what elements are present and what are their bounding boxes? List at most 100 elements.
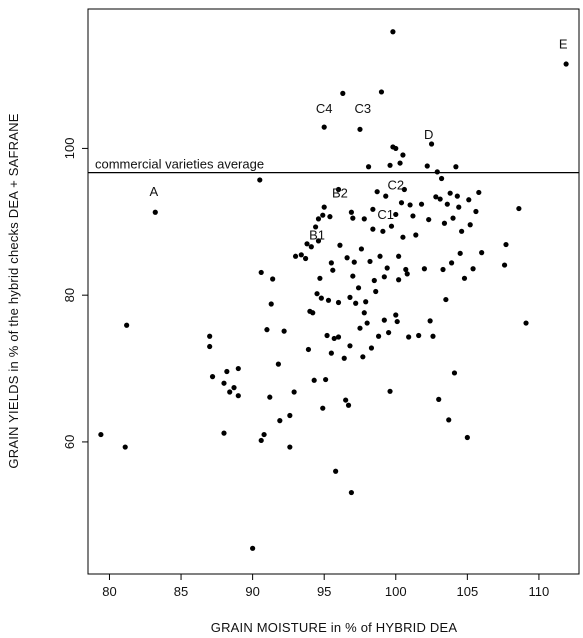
data-point — [384, 265, 390, 271]
data-point — [258, 269, 264, 276]
data-point — [350, 273, 356, 279]
data-point — [368, 345, 375, 351]
data-point — [207, 333, 213, 339]
data-point — [207, 343, 213, 350]
data-point — [122, 444, 128, 450]
data-point — [227, 389, 233, 395]
data-point — [464, 434, 470, 441]
data-point — [448, 260, 455, 266]
data-point — [398, 200, 405, 206]
data-point — [387, 388, 393, 394]
data-point — [270, 276, 276, 282]
data-point — [347, 343, 353, 349]
data-point — [335, 334, 342, 340]
data-point — [426, 216, 432, 223]
data-point — [315, 238, 322, 244]
data-point — [401, 186, 407, 193]
data-point — [563, 61, 569, 67]
data-point — [304, 241, 310, 247]
data-point — [370, 226, 376, 232]
data-point — [335, 186, 342, 193]
data-point — [268, 301, 274, 307]
data-point — [447, 190, 453, 196]
plot-frame — [87, 8, 580, 575]
data-point — [341, 355, 347, 361]
x-tick-label: 105 — [456, 584, 478, 599]
data-point — [325, 297, 332, 303]
data-point — [330, 267, 336, 273]
data-point — [335, 299, 342, 306]
data-point — [454, 193, 460, 199]
data-point — [473, 208, 479, 215]
data-point — [221, 430, 227, 436]
data-point — [152, 209, 158, 215]
data-point — [258, 437, 264, 444]
point-label: C2 — [387, 178, 404, 193]
data-point — [311, 377, 317, 383]
data-point — [310, 310, 316, 316]
data-point — [467, 222, 473, 228]
data-point — [390, 29, 396, 35]
point-label: C1 — [377, 207, 394, 222]
data-point — [298, 252, 304, 258]
data-point — [235, 393, 241, 399]
data-point — [275, 361, 281, 367]
data-point — [321, 204, 327, 210]
data-point — [421, 266, 427, 272]
data-point — [451, 370, 458, 376]
x-axis: 80 85 90 95 100 105 110 — [102, 574, 549, 599]
data-point — [523, 320, 529, 326]
point-label: C3 — [355, 101, 372, 116]
data-point — [410, 213, 416, 219]
data-point — [430, 333, 436, 339]
data-point — [281, 328, 287, 334]
data-point — [361, 310, 367, 316]
data-point — [516, 205, 522, 212]
data-point — [461, 275, 468, 281]
data-point — [287, 444, 293, 450]
x-tick-label: 85 — [174, 584, 188, 599]
data-point — [343, 397, 349, 403]
point-label: B1 — [309, 227, 325, 242]
point-label: A — [150, 184, 159, 199]
data-point — [503, 241, 509, 248]
data-point — [308, 244, 314, 250]
x-tick-label: 110 — [529, 584, 550, 599]
data-point — [400, 152, 406, 158]
data-point — [397, 160, 403, 166]
point-label: D — [424, 127, 433, 142]
data-point — [350, 215, 356, 221]
data-point — [351, 259, 357, 265]
data-point — [363, 299, 369, 305]
data-point — [446, 417, 452, 423]
data-point — [418, 201, 425, 207]
y-axis: 60 80 100 — [62, 138, 88, 449]
data-point — [320, 405, 326, 411]
data-point — [317, 275, 323, 281]
data-point — [400, 234, 406, 240]
data-point — [375, 333, 382, 339]
data-point — [424, 163, 430, 169]
data-point — [315, 216, 322, 222]
x-tick-label: 90 — [245, 584, 259, 599]
data-point — [377, 253, 383, 259]
data-point — [393, 312, 399, 318]
data-point — [277, 418, 283, 424]
data-point — [453, 164, 459, 170]
data-point — [428, 141, 435, 147]
data-point — [355, 285, 362, 291]
data-point — [250, 545, 256, 551]
data-point — [396, 253, 402, 259]
data-point — [393, 211, 399, 218]
data-point — [373, 288, 379, 295]
data-point — [318, 295, 324, 301]
data-point — [440, 266, 446, 273]
data-point — [344, 255, 350, 261]
data-point — [413, 232, 419, 238]
data-point — [427, 318, 433, 324]
point-label: E — [559, 37, 568, 52]
y-tick-label: 100 — [62, 138, 77, 160]
x-axis-label: GRAIN MOISTURE in % of HYBRID DEA — [211, 620, 458, 635]
data-point — [231, 385, 237, 391]
data-point — [403, 266, 409, 273]
